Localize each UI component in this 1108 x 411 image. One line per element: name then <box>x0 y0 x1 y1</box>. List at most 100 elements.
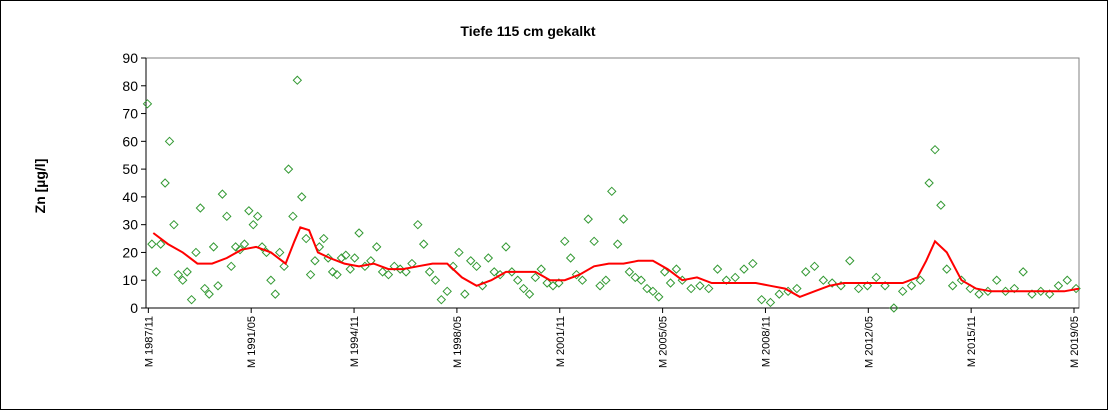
data-point <box>292 75 303 85</box>
data-point <box>636 275 646 285</box>
data-point <box>222 211 232 222</box>
data-point <box>226 261 236 272</box>
data-point <box>554 278 564 288</box>
data-point <box>332 269 342 280</box>
data-point <box>730 272 740 283</box>
data-point <box>906 281 917 291</box>
data-point <box>142 99 153 109</box>
data-point <box>155 239 166 249</box>
data-point <box>942 264 952 274</box>
data-point <box>783 286 793 297</box>
data-point <box>654 292 664 302</box>
data-point <box>200 283 210 294</box>
data-point <box>186 294 197 305</box>
data-point <box>279 261 289 272</box>
data-point <box>774 289 784 299</box>
data-point <box>164 136 175 147</box>
x-axis: M 1987/11 M 1991/05 M 1994/11 M 1998/05 M 20… <box>143 307 1081 368</box>
data-point <box>818 275 829 285</box>
data-point <box>665 278 676 288</box>
y-tick-label: 70 <box>122 106 138 122</box>
x-tick-label: M 1994/11 <box>349 316 361 367</box>
data-point <box>801 267 811 277</box>
data-point <box>235 244 245 255</box>
data-point <box>460 289 470 299</box>
data-point <box>880 281 890 291</box>
series-layer <box>142 75 1081 313</box>
data-point <box>147 239 157 249</box>
data-point <box>395 264 405 274</box>
y-axis: 0 10 20 30 40 50 60 70 80 90 <box>122 50 147 316</box>
data-point <box>765 297 776 308</box>
data-point <box>389 261 400 272</box>
data-point <box>513 275 523 285</box>
data-point <box>595 281 605 291</box>
data-point <box>845 256 855 266</box>
data-point <box>327 267 338 277</box>
data-point <box>160 178 170 188</box>
data-point <box>341 250 351 260</box>
x-tick-label: M 2012/05 <box>863 316 875 368</box>
data-point <box>792 283 802 294</box>
data-point <box>182 267 192 277</box>
y-axis-label: Zn [µg/l] <box>32 159 48 214</box>
data-point <box>239 239 250 249</box>
data-point <box>630 272 640 283</box>
data-point <box>204 289 214 299</box>
data-point <box>686 283 696 294</box>
data-point <box>712 264 723 274</box>
data-point <box>418 239 429 249</box>
data-point <box>471 261 482 272</box>
data-point <box>288 211 298 222</box>
y-tick-label: 50 <box>122 161 138 177</box>
data-point <box>173 269 184 280</box>
data-point <box>248 219 258 230</box>
data-point <box>1062 275 1072 285</box>
data-point <box>297 192 307 202</box>
data-point <box>915 275 926 285</box>
data-point <box>217 189 228 199</box>
data-point <box>454 247 464 258</box>
data-point <box>314 242 325 252</box>
data-point <box>345 264 355 274</box>
data-point <box>266 275 276 285</box>
data-point <box>1044 289 1055 299</box>
data-point <box>1053 281 1064 291</box>
data-point <box>310 256 320 266</box>
data-point <box>413 219 423 230</box>
data-point <box>1027 289 1037 299</box>
data-point <box>244 206 254 216</box>
x-tick-label: M 1987/11 <box>143 316 155 367</box>
data-point <box>871 272 881 283</box>
y-tick-label: 90 <box>122 50 138 66</box>
data-point <box>642 283 652 294</box>
data-point <box>936 200 946 210</box>
plot-area <box>145 57 1080 309</box>
data-point <box>924 178 934 188</box>
data-point <box>178 275 188 285</box>
data-point <box>542 278 552 288</box>
data-point <box>721 275 732 285</box>
data-point <box>151 267 161 277</box>
y-tick-label: 20 <box>122 244 138 260</box>
x-tick-label: M 1998/05 <box>452 316 464 368</box>
data-point <box>507 267 517 277</box>
data-point <box>756 294 767 305</box>
data-point <box>195 203 206 213</box>
data-point <box>571 269 582 280</box>
data-point <box>501 242 511 252</box>
data-point <box>283 164 294 174</box>
data-point <box>648 286 658 297</box>
data-point <box>518 283 529 294</box>
data-point <box>862 281 873 291</box>
data-point <box>560 236 570 247</box>
data-point <box>354 228 364 238</box>
y-tick-label: 60 <box>122 133 138 149</box>
data-point <box>257 242 267 252</box>
data-point <box>301 233 311 244</box>
data-point <box>191 247 201 258</box>
data-point <box>349 253 360 263</box>
data-point <box>1071 283 1081 294</box>
